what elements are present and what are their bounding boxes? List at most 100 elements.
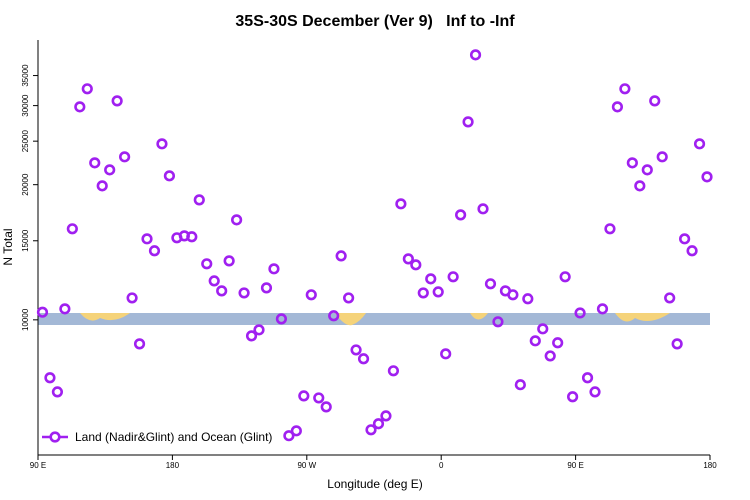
- point: [186, 231, 198, 243]
- point: [552, 337, 564, 349]
- legend-marker: [49, 431, 61, 443]
- point: [96, 180, 108, 192]
- point: [641, 164, 653, 176]
- point: [410, 259, 422, 271]
- point: [514, 379, 526, 391]
- point: [492, 316, 504, 328]
- point: [216, 285, 228, 297]
- point: [537, 323, 549, 335]
- point: [447, 271, 459, 283]
- point: [133, 338, 146, 350]
- point: [44, 372, 56, 384]
- point: [81, 83, 93, 95]
- point: [350, 344, 362, 356]
- point: [679, 233, 691, 245]
- point: [298, 390, 310, 402]
- point: [268, 263, 280, 275]
- point: [208, 275, 220, 287]
- point: [395, 198, 407, 210]
- point: [581, 372, 594, 384]
- point: [469, 49, 482, 61]
- point: [664, 292, 676, 304]
- land-shape: [335, 313, 366, 326]
- point: [104, 164, 116, 176]
- y-axis-label: N Total: [1, 228, 15, 265]
- map-strip: [38, 313, 710, 326]
- point: [313, 392, 325, 404]
- land-shape: [80, 313, 130, 321]
- point: [574, 307, 586, 319]
- point: [141, 233, 153, 245]
- point: [275, 313, 288, 325]
- point: [66, 223, 78, 235]
- point: [529, 335, 541, 347]
- x-tick-label: 180: [703, 461, 717, 470]
- point: [402, 253, 414, 265]
- point: [74, 101, 86, 113]
- x-tick-label: 0: [439, 461, 444, 470]
- point: [626, 157, 638, 169]
- land-shape: [470, 313, 488, 320]
- point: [36, 306, 49, 318]
- point: [305, 289, 317, 301]
- y-tick-label: 10000: [21, 308, 30, 331]
- point: [290, 425, 302, 437]
- x-axis-label: Longitude (deg E): [327, 477, 422, 491]
- point: [89, 157, 101, 169]
- point: [589, 386, 601, 398]
- point: [417, 287, 429, 299]
- point: [455, 209, 467, 221]
- ocean-strip: [38, 313, 710, 325]
- point: [432, 286, 444, 298]
- point: [283, 430, 295, 442]
- point: [507, 289, 519, 301]
- point: [201, 258, 213, 270]
- point: [656, 151, 668, 163]
- point: [357, 353, 370, 365]
- y-tick-label: 15000: [21, 229, 30, 252]
- point: [671, 338, 683, 350]
- point: [320, 401, 332, 413]
- point: [425, 273, 437, 285]
- point: [484, 278, 497, 290]
- point: [619, 83, 631, 95]
- point: [380, 410, 392, 422]
- x-tick-label: 90 E: [567, 461, 583, 470]
- point: [522, 293, 534, 305]
- point: [148, 245, 161, 257]
- point: [253, 324, 265, 336]
- point: [596, 303, 609, 315]
- point: [365, 424, 377, 436]
- land-shape: [615, 313, 670, 322]
- point: [387, 365, 400, 377]
- point: [238, 287, 250, 299]
- x-tick-label: 90 E: [30, 461, 46, 470]
- x-tick-label: 180: [166, 461, 180, 470]
- point: [223, 255, 235, 267]
- legend-label: Land (Nadir&Glint) and Ocean (Glint): [75, 430, 272, 444]
- point: [231, 214, 243, 226]
- point: [544, 350, 556, 362]
- y-tick-label: 20000: [21, 173, 30, 196]
- point: [193, 194, 205, 206]
- point: [440, 348, 452, 360]
- point: [126, 292, 138, 304]
- point: [119, 151, 131, 163]
- y-tick-label: 25000: [21, 129, 30, 152]
- point: [693, 138, 706, 150]
- point: [649, 95, 661, 107]
- point: [163, 170, 176, 182]
- point: [686, 245, 698, 257]
- point: [111, 95, 123, 107]
- point: [604, 223, 616, 235]
- y-tick-label: 35000: [21, 64, 30, 87]
- point: [245, 330, 258, 342]
- series: [36, 49, 713, 442]
- point: [343, 292, 355, 304]
- point: [335, 250, 347, 262]
- point: [372, 418, 385, 430]
- point: [701, 171, 713, 183]
- point: [611, 101, 624, 113]
- point: [559, 271, 571, 283]
